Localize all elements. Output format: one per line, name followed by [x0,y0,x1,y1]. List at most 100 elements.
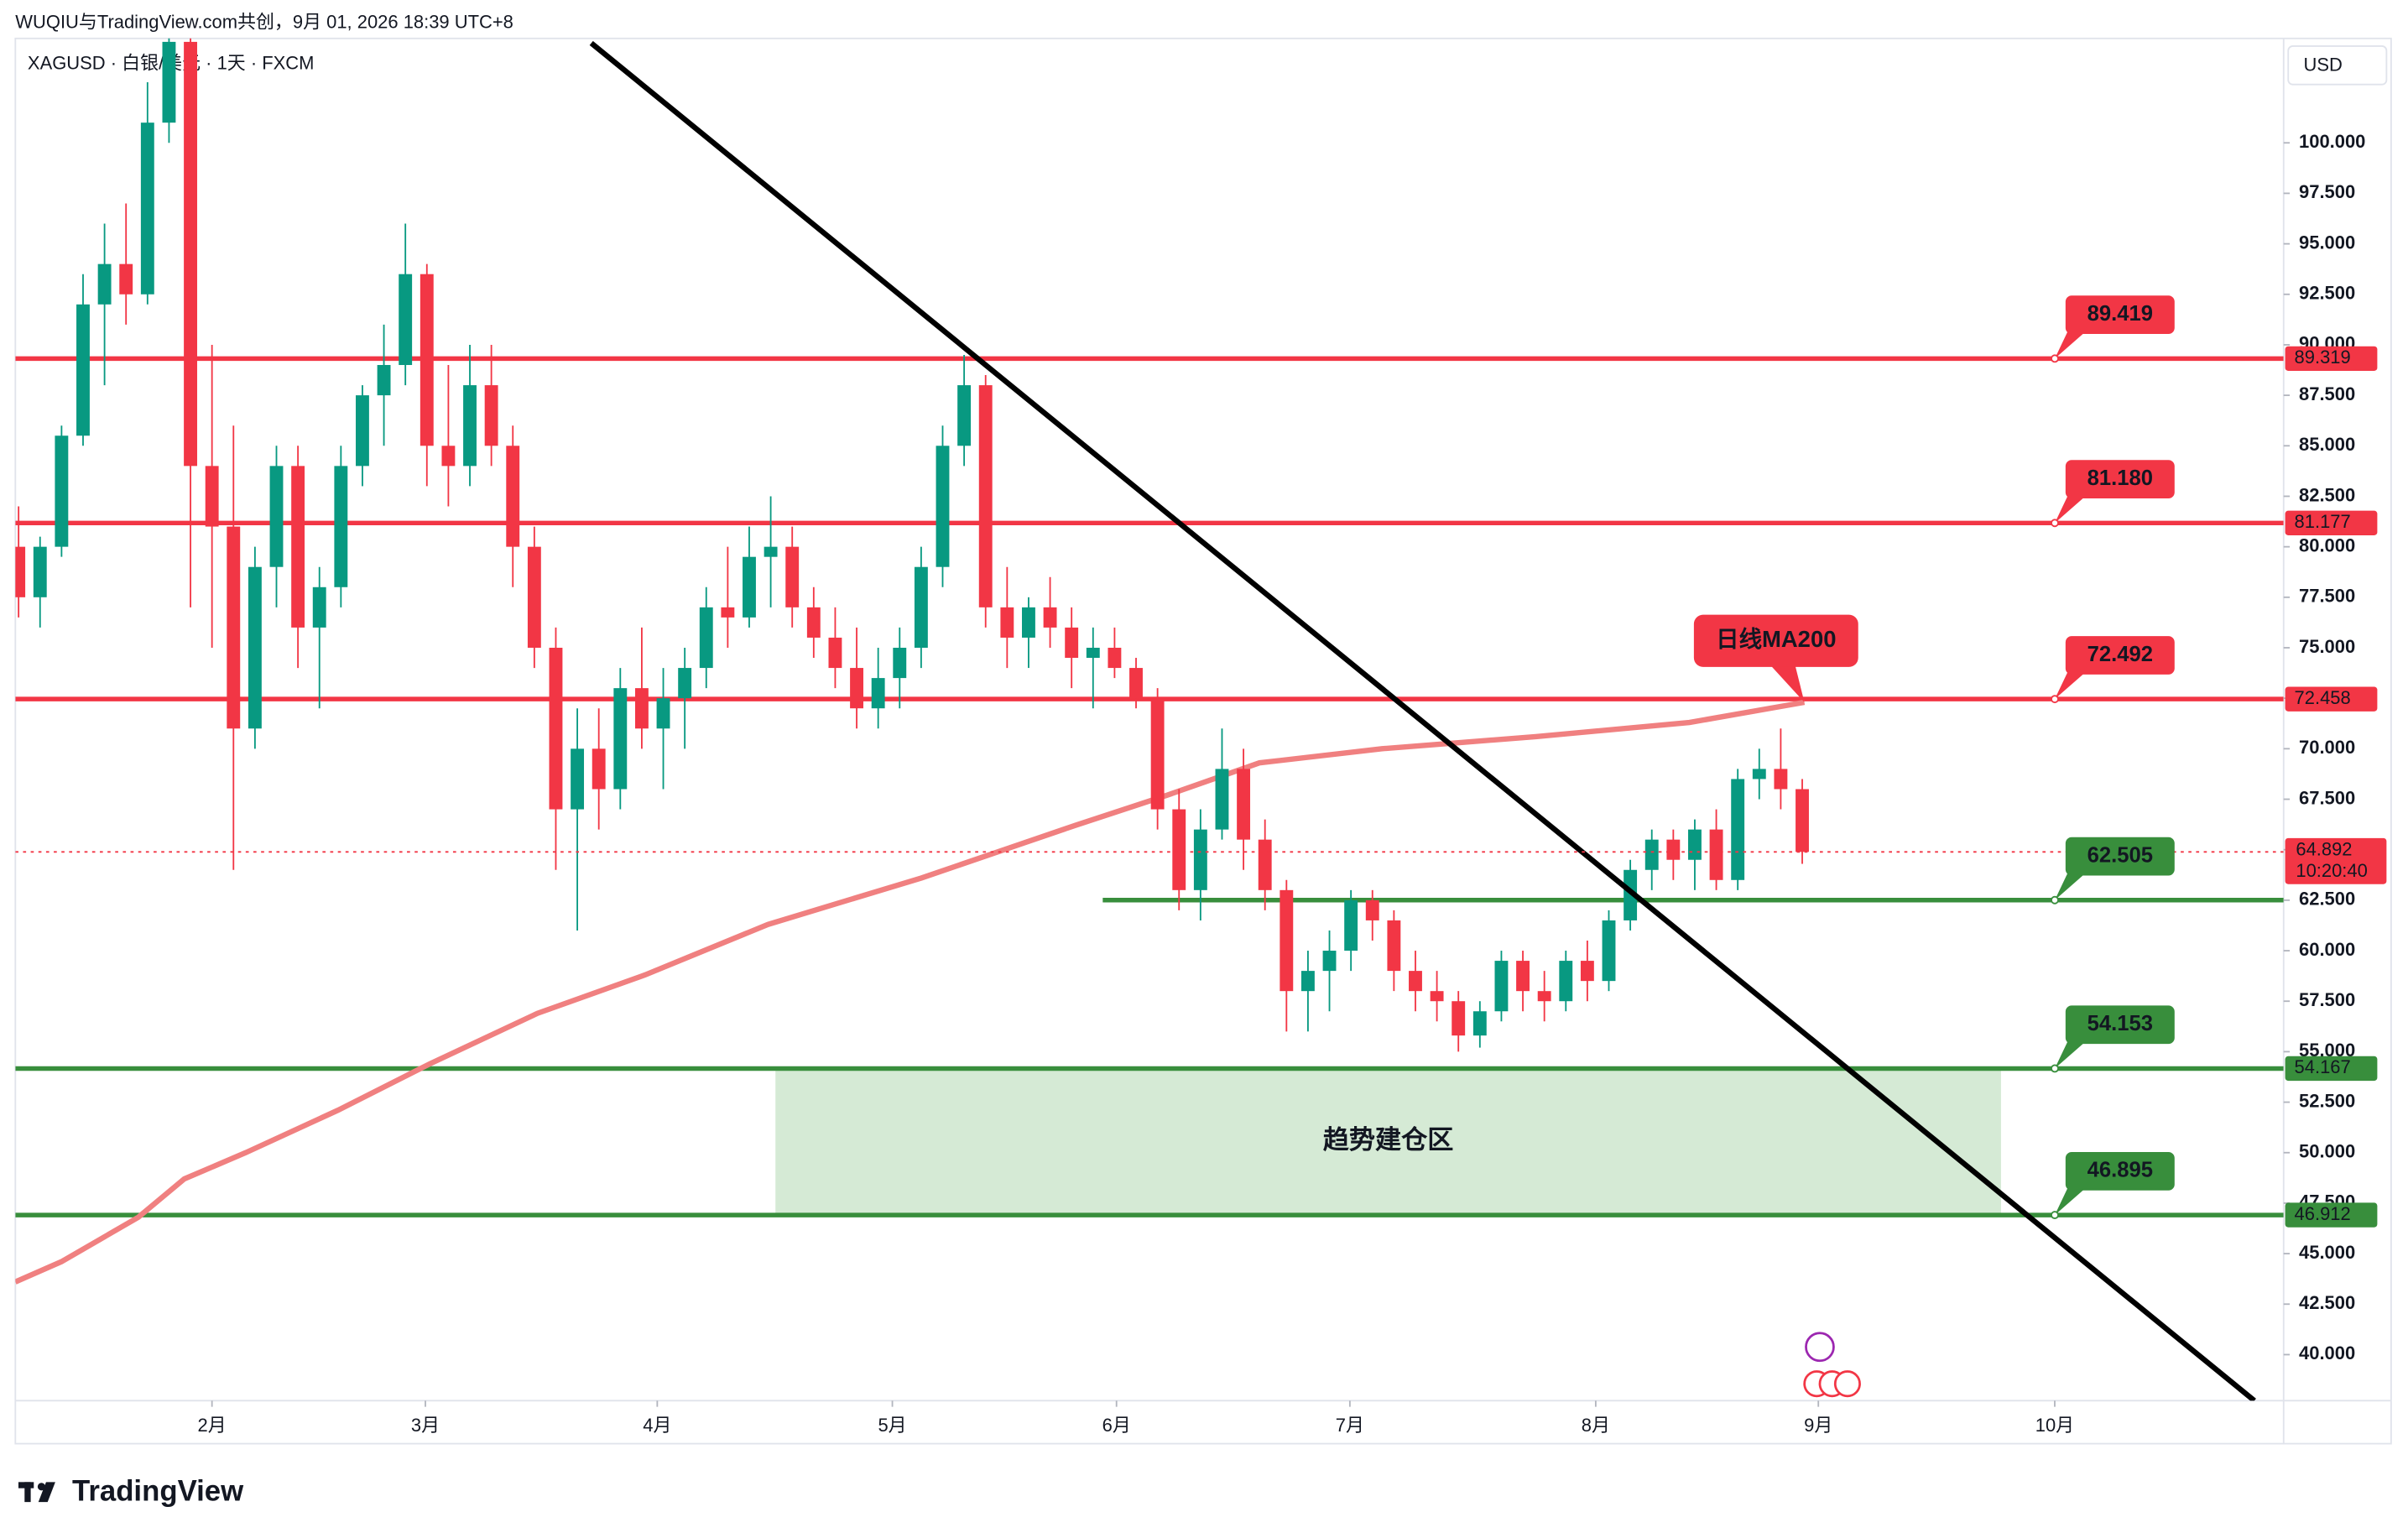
brand: TradingView [72,1475,244,1507]
y-tick-label: 57.500 [2299,989,2355,1010]
candle-body [1452,1001,1466,1036]
candle-body [592,748,606,790]
candle-body [1365,899,1379,920]
callout-label: 89.419 [2087,302,2153,326]
candle-body [1300,971,1315,992]
candle-body [1150,698,1165,810]
y-tick-label: 52.500 [2299,1090,2355,1111]
candle-body [248,566,262,729]
candle-body [1043,607,1057,628]
zone [775,1068,2001,1216]
candle-body [377,365,391,396]
candle-body [893,647,907,679]
candle-body [828,637,842,669]
candle-body [1494,961,1509,1012]
candle-body [1472,1011,1487,1036]
candle-body [1065,627,1079,659]
anchor-point [2051,895,2059,905]
candle-body [205,466,219,527]
trendline [589,40,2256,1401]
candle-body [140,123,154,295]
candle-body [506,446,520,547]
candle-body [184,41,197,467]
candle-body [721,607,735,618]
countdown: 10:20:40 [2296,860,2367,881]
candle-body [978,385,993,607]
candle-body [119,263,133,295]
x-tick-label: 4月 [643,1415,671,1436]
candle-body [1796,789,1809,852]
candle-body [871,678,885,709]
candle-body [33,546,47,597]
level-tag-label: 72.458 [2295,687,2351,708]
level-tag [2285,346,2378,371]
candle-body [1580,961,1594,982]
ma-callout-box [1693,614,1858,667]
candle-body [1129,668,1143,699]
level-tag-label: 81.177 [2295,511,2351,532]
zone-label: 趋势建仓区 [1323,1125,1454,1155]
candle-body [936,446,950,567]
y-tick-label: 62.500 [2299,889,2355,910]
candle-body [1709,829,1723,880]
candle-body [634,688,649,729]
candle-body [678,668,692,699]
level-tag-label: 54.167 [2295,1056,2351,1077]
y-tick-label: 50.000 [2299,1141,2355,1162]
callout-box [2065,460,2175,499]
callout-label: 54.153 [2087,1012,2153,1035]
callout-label: 72.492 [2087,643,2153,666]
callout-label: 62.505 [2087,843,2153,867]
y-tick-label: 80.000 [2299,534,2355,555]
candle-body [1387,920,1401,972]
x-tick-label: 7月 [1336,1415,1364,1436]
candle-body [656,698,670,729]
candle-body [312,587,326,628]
candle-body [1559,961,1573,1002]
candle-body [441,446,456,467]
candle-body [785,546,800,607]
candle-body [97,263,112,305]
candle-body [420,274,434,446]
callout-tail [2055,1182,2092,1216]
candle-body [743,556,756,618]
x-tick-label: 6月 [1102,1415,1131,1436]
event-icons[interactable] [1803,1332,1861,1398]
currency[interactable]: USD [2304,55,2343,76]
y-tick-label: 45.000 [2299,1242,2355,1263]
candle-body [1409,971,1422,992]
level-tag-label: 46.912 [2295,1203,2351,1224]
callout-label: 81.180 [2087,467,2153,490]
level-tag-label: 89.319 [2295,347,2351,368]
last-price-tag [2285,837,2387,884]
candle-body [613,688,628,790]
y-tick-label: 95.000 [2299,232,2355,253]
candle-body [399,274,413,366]
y-tick-label: 70.000 [2299,737,2355,758]
callout-tail [2055,490,2092,524]
candle-body [1237,769,1251,840]
y-tick-label: 42.500 [2299,1292,2355,1313]
candle-body [1688,829,1702,860]
y-tick-label: 82.500 [2299,484,2355,505]
currency-box[interactable] [2287,45,2388,86]
anchor-point [2051,1211,2059,1220]
ma-callout-label: 日线MA200 [1716,626,1836,652]
anchor-point [2051,1064,2059,1073]
candle-body [1322,951,1337,972]
level-tag [2285,686,2378,712]
x-tick-label: 3月 [411,1415,440,1436]
candle-body [527,546,541,648]
y-tick-label: 67.500 [2299,787,2355,808]
candle-body [1280,889,1294,992]
level-tag [2285,510,2378,535]
x-tick-label: 2月 [198,1415,227,1436]
candle-body [1215,769,1229,830]
candle-body [1752,769,1766,779]
subtitle: WUQIU与TradingView.com共创，9月 01, 2026 18:3… [15,11,513,32]
candle-body [571,748,585,810]
candle-body [1516,961,1530,992]
